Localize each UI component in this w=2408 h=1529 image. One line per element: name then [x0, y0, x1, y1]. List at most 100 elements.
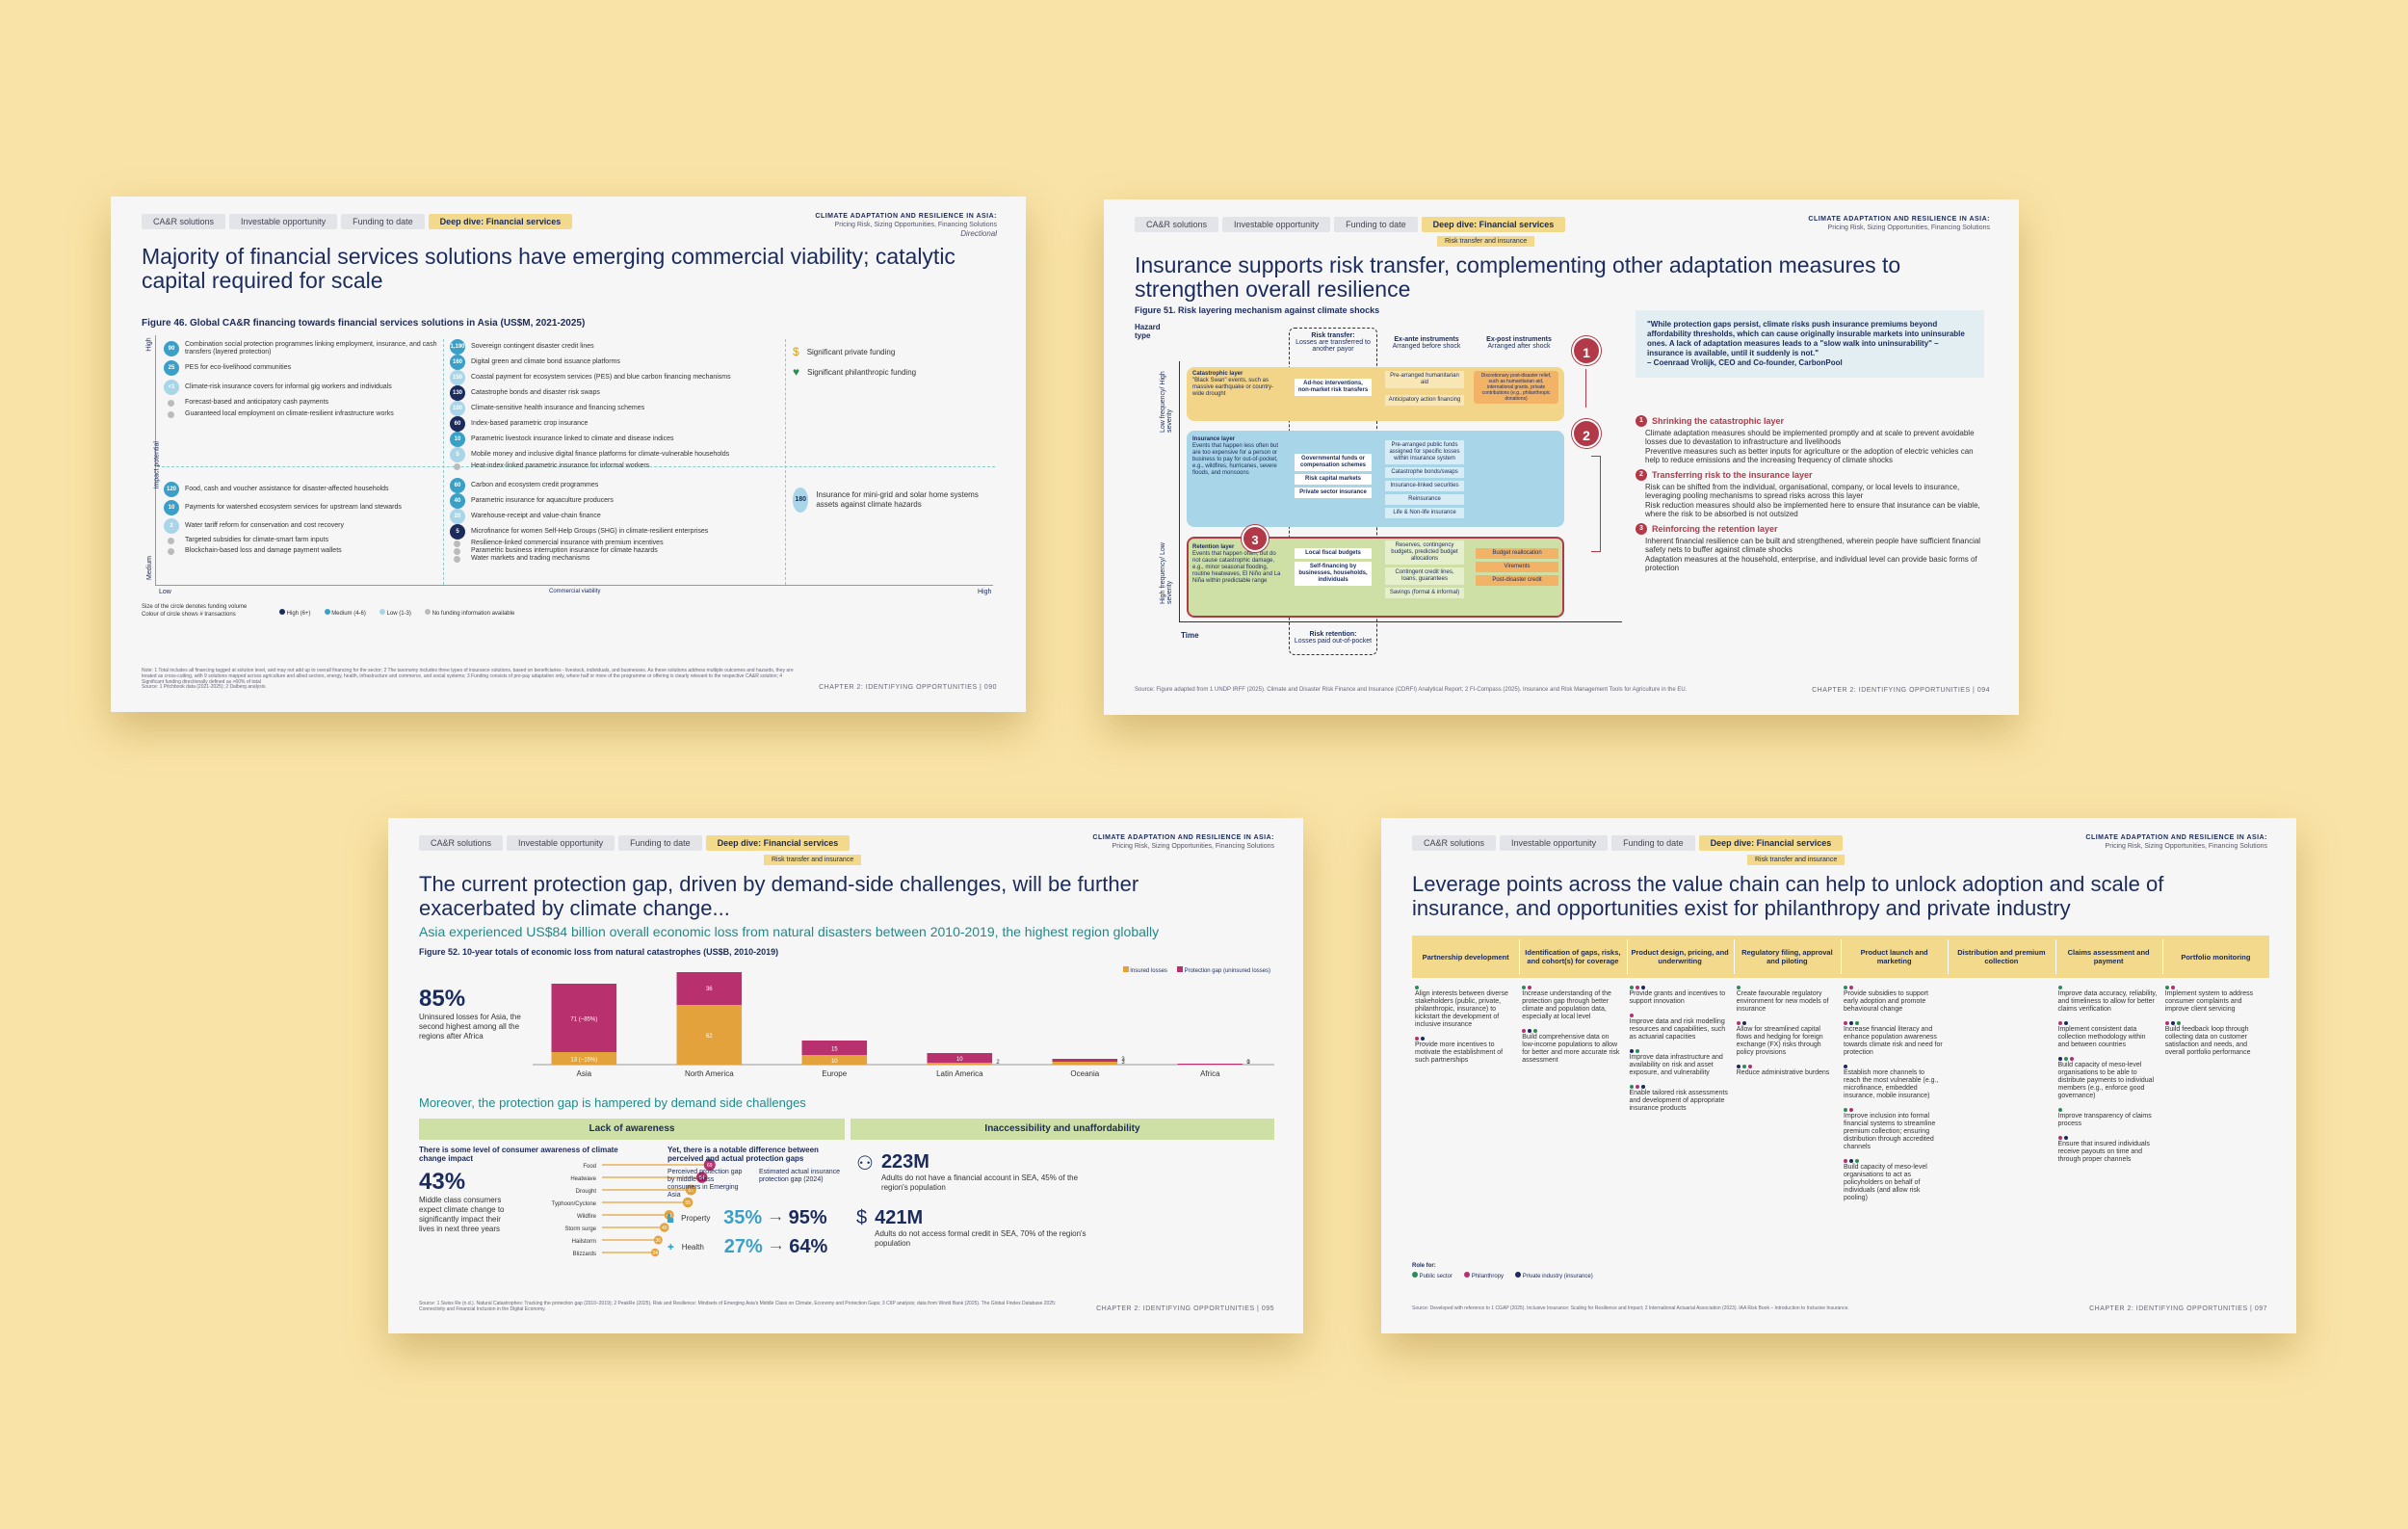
- role-dot: [1415, 1037, 1419, 1041]
- tab-funding-to-date[interactable]: Funding to date: [618, 835, 702, 851]
- solution-label: Insurance for mini-grid and solar home s…: [816, 490, 979, 509]
- solution-row: 150 Coastal payment for ecosystem service…: [450, 370, 782, 385]
- leverage-text: Ensure that insured individuals receive …: [2057, 1141, 2150, 1163]
- funding-bubble: 120: [164, 482, 179, 497]
- hazard-value: 69: [707, 1163, 713, 1169]
- report-subtitle: Pricing Risk, Sizing Opportunities, Fina…: [1827, 224, 1990, 231]
- leverage-item: Improve transparency of claims process: [2057, 1108, 2158, 1128]
- solution-label: Payments for watershed ecosystem service…: [185, 504, 402, 511]
- role-dot: [1855, 1021, 1859, 1025]
- subtitle: Asia experienced US$84 billion overall e…: [419, 924, 1160, 939]
- page-title: Majority of financial services solutions…: [142, 244, 955, 293]
- retention-desc: Retention layer Events that happen often,…: [1192, 544, 1285, 585]
- tab-funding-to-date[interactable]: Funding to date: [1334, 217, 1418, 232]
- tab-investable-opportunity[interactable]: Investable opportunity: [1500, 835, 1609, 851]
- funding-bubble: [168, 547, 174, 555]
- marker-3: 3: [1242, 525, 1269, 552]
- funding-bubble: 150: [450, 370, 465, 385]
- hazard-dot: [695, 1172, 708, 1183]
- source-text: Source: 1 Pitchbook data (2021-2025); 2 …: [142, 684, 267, 690]
- role-dot: [2170, 986, 2175, 989]
- exante-title: Ex-ante instruments: [1394, 336, 1459, 343]
- hazard-label: Hailstorm: [572, 1239, 596, 1245]
- tab-car-solutions[interactable]: CA&R solutions: [1135, 217, 1219, 232]
- hazard-dot: [682, 1197, 694, 1208]
- bar-value-label: 10: [956, 1057, 963, 1063]
- funding-bubble: 10: [164, 500, 179, 515]
- role-dot: [2176, 1021, 2181, 1025]
- instrument-box: Catastrophe bonds/swaps: [1385, 467, 1464, 478]
- instrument-box: Life & Non-life insurance: [1385, 508, 1464, 518]
- role-dot: [1736, 1065, 1741, 1068]
- leverage-item: Increase financial literacy and enhance …: [1844, 1021, 1943, 1057]
- role-dot: [2164, 1021, 2169, 1025]
- gap-property: ▙ Property 35% ⟶ 95%: [667, 1207, 827, 1229]
- tab-car-solutions[interactable]: CA&R solutions: [1412, 835, 1497, 851]
- tab-car-solutions[interactable]: CA&R solutions: [142, 214, 226, 229]
- role-dot: [1844, 1159, 1847, 1163]
- tab-car-solutions[interactable]: CA&R solutions: [419, 835, 504, 851]
- tab-investable-opportunity[interactable]: Investable opportunity: [229, 214, 338, 229]
- instrument-box: Private sector insurance: [1295, 488, 1372, 498]
- role-dots: [1415, 1037, 1514, 1041]
- role-dots: [1844, 1065, 1943, 1068]
- instrument-box: Reserves, contingency budgets, predicted…: [1385, 540, 1464, 565]
- role-dot: [1844, 1021, 1847, 1025]
- subtab-risk-transfer[interactable]: Risk transfer and insurance: [1437, 236, 1535, 247]
- role-philanthropy-label: Philanthropy: [1471, 1274, 1505, 1279]
- leverage-text: Increase financial literacy and enhance …: [1844, 1026, 1943, 1056]
- leverage-item: Improve data accuracy, reliability, and …: [2057, 986, 2158, 1014]
- circle-legend: High (6+) Medium (4-6) Low (1-3) No fund…: [279, 609, 514, 617]
- stage-divider: [1948, 939, 1950, 974]
- role-dot: [1528, 1029, 1532, 1033]
- tab-investable-opportunity[interactable]: Investable opportunity: [507, 835, 615, 851]
- tab-deep-dive[interactable]: Deep dive: Financial services: [1698, 835, 1844, 851]
- section-heading: 3 Reinforcing the retention layer: [1636, 523, 1988, 535]
- report-title: CLIMATE ADAPTATION AND RESILIENCE IN ASI…: [1808, 216, 1990, 223]
- tab-funding-to-date[interactable]: Funding to date: [341, 214, 425, 229]
- subtab-risk-transfer[interactable]: Risk transfer and insurance: [1747, 855, 1845, 865]
- leverage-text: Align interests between diverse stakehol…: [1415, 990, 1508, 1028]
- hazard-dot: [653, 1235, 663, 1245]
- role-dot: [1522, 986, 1527, 989]
- subtab-risk-transfer[interactable]: Risk transfer and insurance: [764, 855, 862, 865]
- y-axis: [1179, 361, 1180, 621]
- solution-row: 90 Combination social protection programm…: [164, 341, 438, 356]
- property-actual: 95%: [788, 1207, 827, 1228]
- catastrophic-title: Catastrophic layer: [1192, 371, 1243, 377]
- solution-row: 5 Microfinance for women Self-Help Groups…: [450, 524, 782, 540]
- people-icon: ⚇: [856, 1153, 874, 1174]
- tab-deep-dive[interactable]: Deep dive: Financial services: [428, 214, 573, 229]
- page-footer: CHAPTER 2: IDENTIFYING OPPORTUNITIES | 0…: [1812, 687, 1990, 694]
- hazard-dot: [685, 1184, 696, 1196]
- funding-bubble: [168, 410, 174, 418]
- solution-row: 120 Food, cash and voucher assistance for…: [164, 482, 438, 497]
- legend-none-label: No funding information available: [432, 611, 515, 617]
- tab-deep-dive[interactable]: Deep dive: Financial services: [705, 835, 851, 851]
- leverage-item: Build comprehensive data on low-income p…: [1522, 1029, 1621, 1065]
- instrument-box: Budget reallocation: [1476, 548, 1558, 559]
- solution-row: 130 Catastrophe bonds and disaster risk s…: [450, 385, 782, 401]
- role-dot: [1635, 1049, 1639, 1053]
- leverage-item: Enable tailored risk assessments and dev…: [1629, 1085, 1729, 1113]
- health-perceived: 27%: [723, 1236, 763, 1257]
- catastrophic-text: "Black Swan" events, such as massive ear…: [1192, 378, 1274, 397]
- insurance-layer: [1187, 431, 1564, 527]
- leverage-text: Reduce administrative burdens: [1736, 1069, 1830, 1076]
- stat-uninsured: 85% Uninsured losses for Asia, the secon…: [419, 986, 525, 1041]
- solution-label: Carbon and ecosystem credit programmes: [471, 482, 599, 488]
- insurance-text: Events that happen less often but are to…: [1192, 443, 1279, 476]
- tab-funding-to-date[interactable]: Funding to date: [1611, 835, 1695, 851]
- instrument-box: Governmental funds or compensation schem…: [1295, 454, 1372, 471]
- y-axis: [155, 335, 156, 586]
- gap-heading: Yet, there is a notable difference betwe…: [667, 1146, 819, 1163]
- hazard-value: 36: [656, 1238, 662, 1244]
- stage-label: Product design, pricing, and underwritin…: [1631, 948, 1729, 965]
- hazard-type-label: Hazard type: [1135, 323, 1161, 340]
- cat-transfer-box: Ad-hoc interventions, non-market risk tr…: [1295, 379, 1372, 396]
- tab-deep-dive[interactable]: Deep dive: Financial services: [1421, 217, 1566, 232]
- awareness-stat: 43% Middle class consumers expect climat…: [419, 1169, 506, 1234]
- tab-investable-opportunity[interactable]: Investable opportunity: [1222, 217, 1331, 232]
- role-dot: [2069, 1057, 2074, 1061]
- divider-h: [157, 466, 995, 467]
